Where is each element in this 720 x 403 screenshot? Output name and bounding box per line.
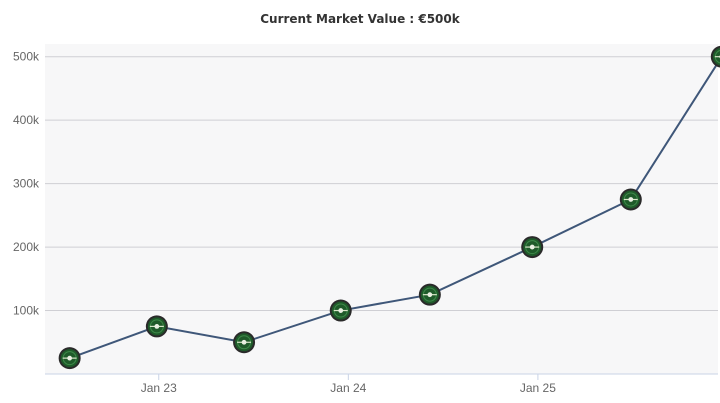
x-tick-label: Jan 23	[141, 381, 177, 395]
y-tick-label: 100k	[13, 304, 40, 318]
x-tick-label: Jan 24	[330, 381, 366, 395]
data-point-club-crest-icon[interactable]	[233, 331, 256, 354]
crest-center	[338, 308, 344, 313]
data-point-club-crest-icon[interactable]	[418, 283, 441, 306]
y-tick-label: 500k	[13, 50, 40, 64]
y-tick-label: 300k	[13, 177, 40, 191]
y-tick-label: 400k	[13, 113, 40, 127]
y-tick-label: 200k	[13, 240, 40, 254]
plot-area	[45, 44, 718, 374]
crest-center	[154, 324, 160, 329]
data-point-club-crest-icon[interactable]	[145, 315, 168, 338]
series-line	[69, 57, 720, 360]
data-point-club-crest-icon[interactable]	[710, 45, 720, 68]
crest-center	[67, 355, 73, 361]
data-point-club-crest-icon[interactable]	[521, 236, 544, 259]
crest-center	[427, 292, 433, 298]
crest-center	[628, 197, 634, 202]
data-point-club-crest-icon[interactable]	[619, 188, 642, 211]
crest-center	[241, 339, 247, 345]
crest-center	[529, 244, 535, 250]
chart-title: Current Market Value : €500k	[260, 12, 460, 26]
x-tick-label: Jan 25	[520, 381, 556, 395]
data-point-club-crest-icon[interactable]	[58, 347, 81, 370]
data-point-club-crest-icon[interactable]	[329, 299, 352, 322]
